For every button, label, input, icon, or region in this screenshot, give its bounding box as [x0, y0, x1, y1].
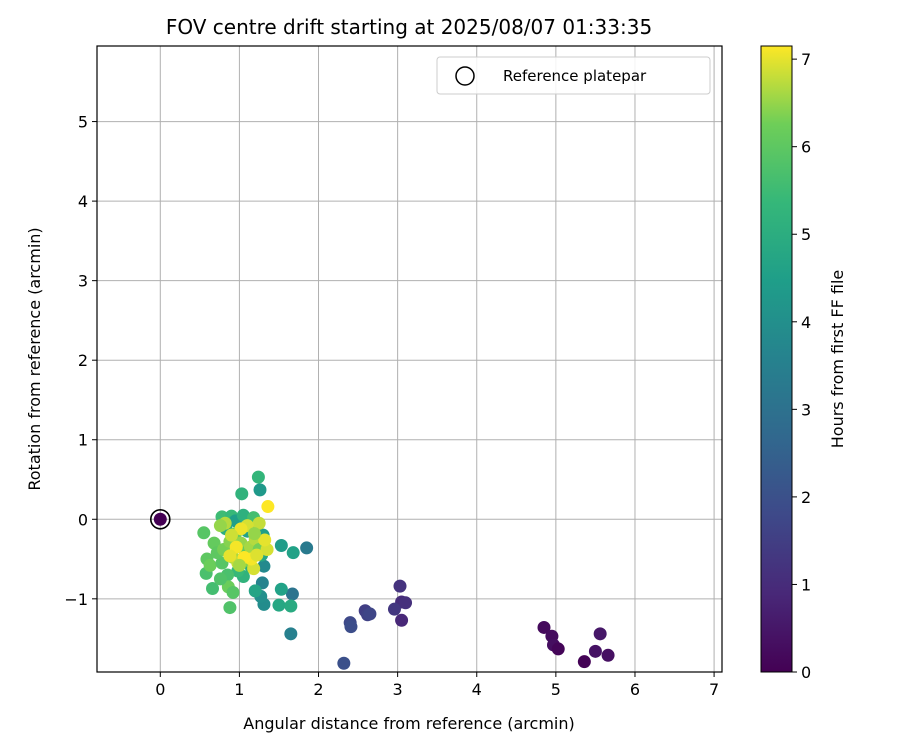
- reference-point-marker: [149, 508, 171, 530]
- data-point: [551, 642, 565, 656]
- data-point: [261, 500, 275, 514]
- colorbar-gradient: [760, 45, 793, 673]
- colorbar-tick-label: 0: [801, 663, 811, 682]
- data-point: [588, 644, 602, 658]
- legend: Reference platepar: [436, 56, 711, 95]
- data-point: [284, 627, 298, 641]
- data-point: [399, 596, 413, 610]
- chart-title: FOV centre drift starting at 2025/08/07 …: [166, 15, 652, 39]
- data-points: [153, 470, 615, 670]
- data-point: [274, 582, 288, 596]
- x-tick-label: 3: [393, 680, 403, 699]
- colorbar-tick-label: 7: [801, 50, 811, 69]
- data-point: [272, 598, 286, 612]
- x-tick-label: 6: [630, 680, 640, 699]
- x-tick-label: 4: [472, 680, 482, 699]
- x-tick-label: 7: [709, 680, 719, 699]
- data-point: [223, 549, 237, 563]
- y-tick-label: 2: [78, 351, 88, 370]
- data-point: [251, 470, 265, 484]
- y-tick-label: 0: [78, 510, 88, 529]
- data-point: [537, 620, 551, 634]
- grid: [97, 46, 722, 672]
- x-tick-label: 2: [313, 680, 323, 699]
- plot-frame: [96, 45, 723, 673]
- data-point: [235, 487, 249, 501]
- colorbar: 0 1 2 3 4 5 6 7 Hours from first FF file: [760, 45, 847, 682]
- y-tick-label: −1: [64, 590, 88, 609]
- data-point: [203, 558, 217, 572]
- data-point: [577, 655, 591, 669]
- data-point: [223, 601, 237, 615]
- y-axis-label: Rotation from reference (arcmin): [25, 227, 44, 490]
- data-point: [337, 656, 351, 670]
- x-axis-label: Angular distance from reference (arcmin): [243, 714, 574, 733]
- y-axis-ticks: −1 0 1 2 3 4 5: [64, 113, 97, 609]
- data-point: [285, 587, 299, 601]
- data-point: [248, 584, 262, 598]
- x-axis-ticks: 0 1 2 3 4 5 6 7: [155, 672, 719, 699]
- data-point: [224, 528, 238, 542]
- y-tick-label: 3: [78, 272, 88, 291]
- data-point: [213, 572, 227, 586]
- data-point: [286, 546, 300, 560]
- data-point: [226, 585, 240, 599]
- data-point: [197, 526, 211, 540]
- data-point: [284, 599, 298, 613]
- data-point: [395, 613, 409, 627]
- data-point: [274, 539, 288, 553]
- x-tick-label: 5: [551, 680, 561, 699]
- data-point: [363, 607, 377, 621]
- data-point: [393, 579, 407, 593]
- data-point: [253, 483, 267, 497]
- data-point: [252, 516, 266, 530]
- x-tick-label: 1: [234, 680, 244, 699]
- data-point: [593, 627, 607, 641]
- colorbar-tick-label: 4: [801, 313, 811, 332]
- data-point: [234, 522, 248, 536]
- x-tick-label: 0: [155, 680, 165, 699]
- data-point: [300, 541, 314, 555]
- data-point: [206, 581, 220, 595]
- colorbar-label: Hours from first FF file: [828, 270, 847, 449]
- legend-box: [436, 56, 711, 95]
- data-point: [236, 508, 250, 522]
- colorbar-tick-label: 5: [801, 225, 811, 244]
- data-point: [232, 558, 246, 572]
- data-point: [153, 512, 167, 526]
- colorbar-tick-label: 2: [801, 488, 811, 507]
- data-point: [387, 602, 401, 616]
- data-point: [601, 648, 615, 662]
- colorbar-tick-label: 6: [801, 138, 811, 157]
- colorbar-tick-label: 3: [801, 400, 811, 419]
- data-point: [247, 527, 261, 541]
- y-tick-label: 1: [78, 431, 88, 450]
- data-point: [213, 519, 227, 533]
- colorbar-ticks: 0 1 2 3 4 5 6 7: [792, 50, 811, 682]
- legend-entry: Reference platepar: [503, 67, 647, 85]
- reference-marker: [149, 508, 171, 530]
- y-tick-label: 5: [78, 113, 88, 132]
- data-point: [344, 620, 358, 634]
- colorbar-tick-label: 1: [801, 575, 811, 594]
- y-tick-label: 4: [78, 192, 88, 211]
- legend-marker-icon: [455, 66, 475, 86]
- data-point: [258, 533, 272, 547]
- data-point: [257, 559, 271, 573]
- data-point: [250, 548, 264, 562]
